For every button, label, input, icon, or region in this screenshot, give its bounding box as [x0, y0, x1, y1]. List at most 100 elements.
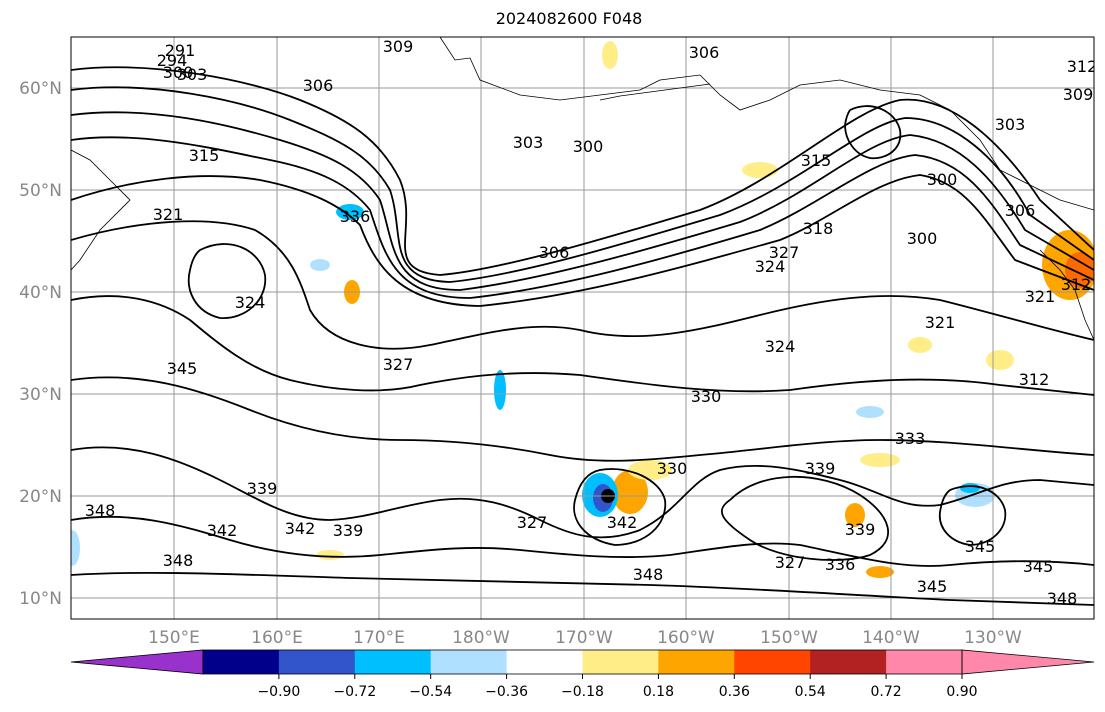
shading-layer: [71, 41, 1094, 578]
lon-label: 160°E: [251, 628, 303, 648]
contour-label: 321: [925, 313, 956, 332]
colorbar-segment: [506, 650, 583, 674]
contour-label: 294: [157, 51, 188, 70]
contour-label: 348: [633, 565, 664, 584]
shade-positive: [1065, 252, 1094, 288]
shade-negative: [71, 530, 80, 566]
contour-label: 342: [607, 513, 638, 532]
lon-label: 170°E: [353, 628, 405, 648]
colorbar-tick-label: −0.18: [561, 684, 604, 700]
contour-label: 306: [539, 243, 570, 262]
contour-label: 339: [845, 520, 876, 539]
lon-label: 150°W: [760, 628, 818, 648]
map-frame: [70, 36, 1095, 620]
latitude-labels: 10°N 20°N 30°N 40°N 50°N 60°N: [19, 79, 62, 609]
colorbar-tick-label: 0.36: [719, 684, 750, 700]
lon-label: 180°W: [452, 628, 510, 648]
colorbar-tick-label: 0.18: [643, 684, 674, 700]
contour-label: 345: [965, 537, 996, 556]
contour-label: 348: [85, 501, 116, 520]
longitude-labels: 150°E 160°E 170°E 180°W 170°W 160°W 150°W 140°W…: [148, 628, 1022, 648]
colorbar-tick-label: 0.54: [795, 684, 826, 700]
contour-label: 327: [383, 355, 414, 374]
contour-label: 315: [801, 151, 832, 170]
contour-label: 336: [825, 555, 856, 574]
lat-label: 10°N: [19, 589, 62, 609]
colorbar-segment: [658, 650, 735, 674]
lon-label: 140°W: [862, 628, 920, 648]
colorbar-tick-label: −0.72: [333, 684, 376, 700]
contour-label: 345: [1023, 557, 1054, 576]
gridlines: [71, 37, 1094, 619]
colorbar-segment: [582, 650, 659, 674]
contour-label: 330: [691, 387, 722, 406]
lat-label: 20°N: [19, 487, 62, 507]
contour-label: 324: [755, 257, 786, 276]
colorbar-segment: [430, 650, 508, 674]
colorbar-tick-label: −0.36: [485, 684, 528, 700]
contour-label: 345: [167, 359, 198, 378]
shade-positive: [316, 550, 344, 560]
contour-label: 324: [235, 293, 266, 312]
coastlines: [71, 37, 1094, 341]
contour-label: 348: [163, 551, 194, 570]
colorbar-tick-label: 0.90: [946, 684, 977, 700]
coastline-alaska: [439, 37, 1094, 211]
contour-label: 315: [189, 146, 220, 165]
shade-positive: [860, 453, 900, 467]
contour-label: 327: [517, 513, 548, 532]
colorbar-segment: [886, 650, 963, 674]
colorbar-segment: [278, 650, 356, 674]
coastline-northamerica: [1039, 249, 1094, 341]
shade-negative: [960, 483, 980, 493]
lat-label: 60°N: [19, 79, 62, 99]
contour-label: 330: [657, 459, 688, 478]
contour-label: 339: [247, 479, 278, 498]
contour-label: 300: [927, 170, 958, 189]
contour-label: 342: [207, 521, 238, 540]
shade-negative: [856, 406, 884, 418]
contour-label: 306: [303, 76, 334, 95]
contour-label: 300: [907, 229, 938, 248]
map-title: 2024082600 F048: [495, 9, 643, 28]
contour-label: 303: [177, 65, 208, 84]
colorbar-tick-label: −0.54: [409, 684, 452, 700]
lat-label: 30°N: [19, 385, 62, 405]
coastline-aleutians: [599, 83, 711, 101]
contour-label: 303: [995, 115, 1026, 134]
colorbar-segment: [734, 650, 811, 674]
shade-negative: [494, 370, 506, 410]
coastline-kamchatka: [71, 149, 131, 271]
shade-positive: [845, 503, 865, 527]
lat-label: 50°N: [19, 181, 62, 201]
shade-positive: [986, 350, 1014, 370]
colorbar-extend-min: [70, 649, 204, 675]
contour-label: 327: [775, 553, 806, 572]
contour-label: 339: [333, 521, 364, 540]
lon-label: 170°W: [555, 628, 613, 648]
contour-label: 348: [1047, 589, 1078, 608]
colorbar-extend-max: [961, 649, 1095, 675]
contour-label: 300: [163, 63, 194, 82]
shade-positive: [908, 337, 932, 353]
contour-label: 345: [917, 577, 948, 596]
contour-label: 306: [1005, 201, 1036, 220]
contour-label: 312: [1067, 57, 1098, 76]
shade-negative: [310, 259, 330, 271]
contour-label: 342: [285, 519, 316, 538]
contour-label: 306: [689, 43, 720, 62]
colorbar: −0.90 −0.72 −0.54 −0.36 −0.18 0.18 0.36 0.54 0.7…: [70, 649, 1095, 700]
contour-label: 324: [765, 337, 796, 356]
colorbar-segment: [354, 650, 432, 674]
contour-label: 336: [340, 207, 371, 226]
contour-label: 309: [383, 37, 414, 56]
contour-label: 333: [895, 429, 926, 448]
shade-positive: [742, 162, 778, 178]
contour-label: 318: [803, 219, 834, 238]
colorbar-tick-label: 0.72: [871, 684, 902, 700]
lon-label: 150°E: [148, 628, 200, 648]
contour-label: 327: [769, 243, 800, 262]
